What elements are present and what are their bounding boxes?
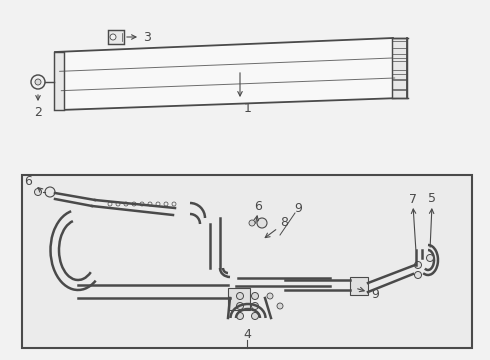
Circle shape <box>277 303 283 309</box>
Polygon shape <box>55 38 400 110</box>
Circle shape <box>415 261 421 269</box>
Circle shape <box>426 255 434 261</box>
Text: 6: 6 <box>24 175 32 188</box>
Circle shape <box>110 34 116 40</box>
Circle shape <box>35 79 41 85</box>
Text: 6: 6 <box>254 199 262 212</box>
Circle shape <box>237 302 244 310</box>
Circle shape <box>267 293 273 299</box>
Bar <box>392 38 407 98</box>
Text: 2: 2 <box>34 105 42 118</box>
Bar <box>350 277 368 295</box>
Text: 9: 9 <box>294 202 302 215</box>
Circle shape <box>415 271 421 279</box>
Circle shape <box>31 75 45 89</box>
Text: 3: 3 <box>143 31 151 44</box>
Circle shape <box>237 312 244 320</box>
Circle shape <box>251 302 259 310</box>
Circle shape <box>249 220 255 226</box>
Circle shape <box>251 292 259 300</box>
Circle shape <box>34 189 42 195</box>
Bar <box>22 175 472 348</box>
Circle shape <box>45 187 55 197</box>
Text: 4: 4 <box>243 328 251 341</box>
Circle shape <box>237 292 244 300</box>
Circle shape <box>251 312 259 320</box>
Circle shape <box>257 218 267 228</box>
Text: 1: 1 <box>244 102 252 114</box>
Text: 8: 8 <box>280 216 288 229</box>
Polygon shape <box>108 30 124 44</box>
Bar <box>54 52 64 110</box>
Text: 7: 7 <box>409 193 417 206</box>
Text: 9: 9 <box>371 288 379 302</box>
Text: 5: 5 <box>428 192 436 204</box>
Bar <box>228 288 250 310</box>
